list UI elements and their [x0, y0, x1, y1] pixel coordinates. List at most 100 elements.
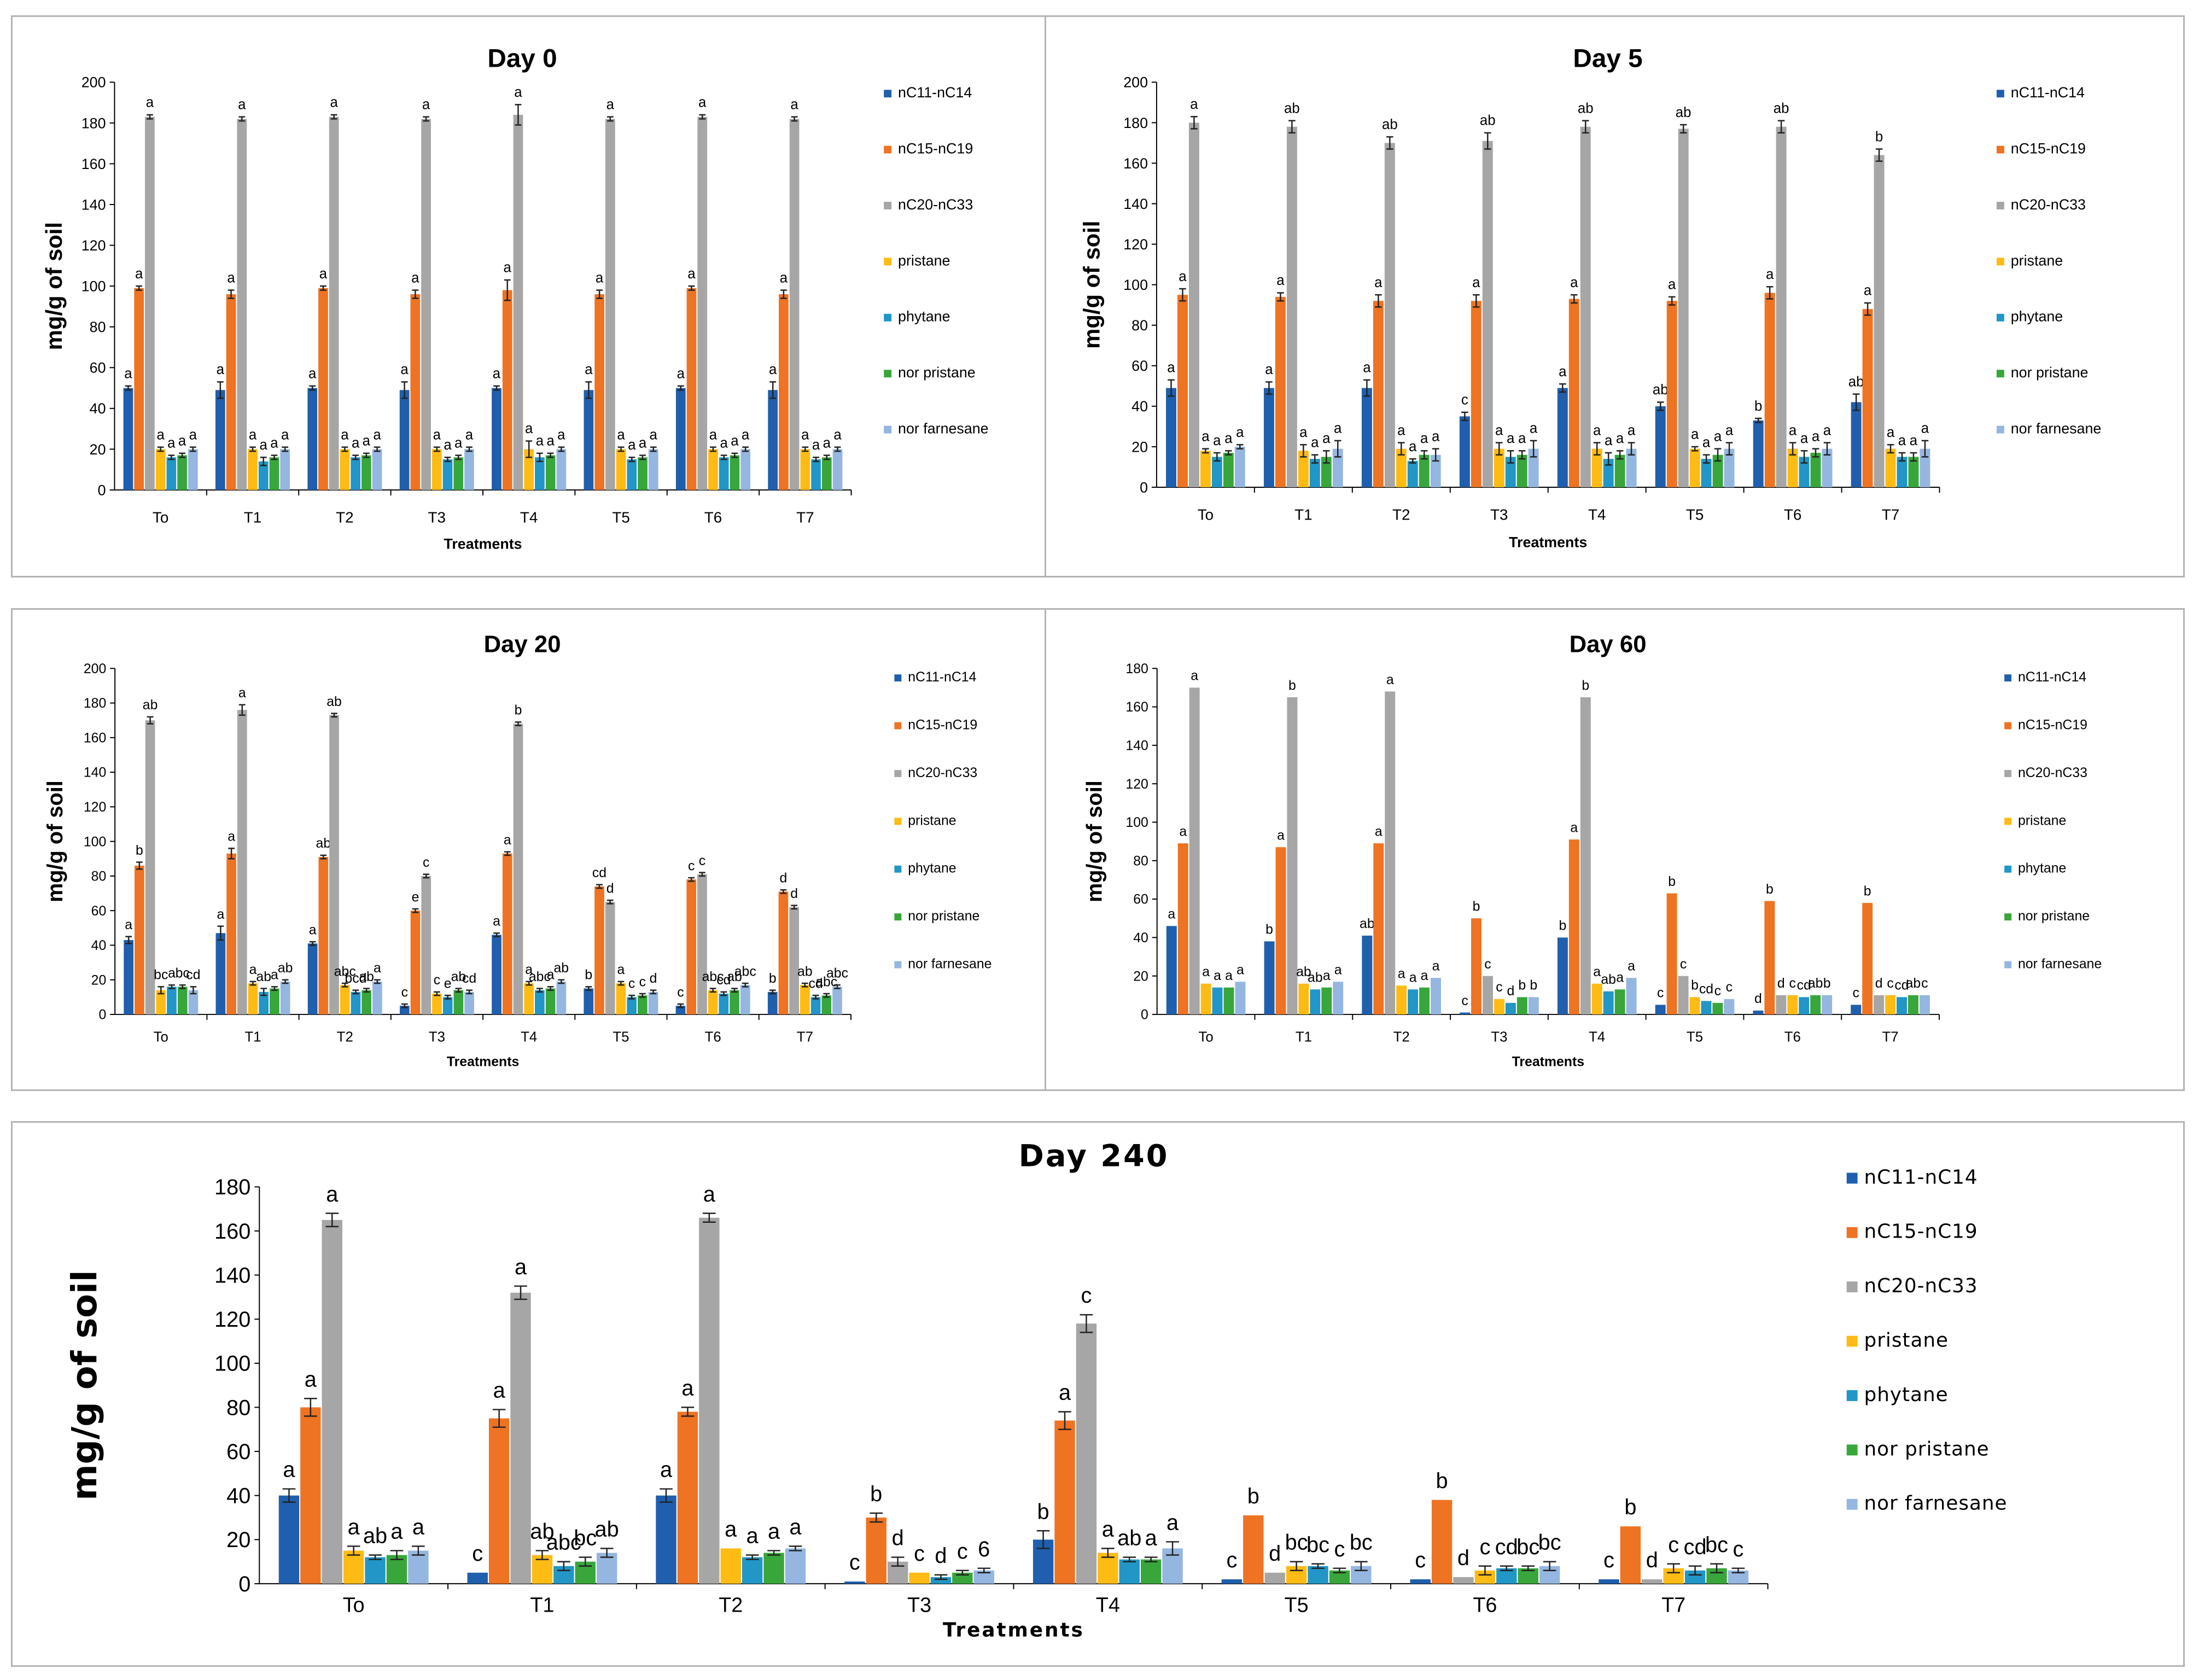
- significance-letter: c: [957, 1539, 968, 1564]
- significance-letter: a: [1812, 429, 1820, 444]
- bar-phytane: [1308, 1566, 1328, 1584]
- bar-nor-pristane: [730, 455, 740, 490]
- bar-nC20-nC33: [1776, 995, 1787, 1014]
- legend-swatch: [884, 425, 892, 434]
- bar-nor-pristane: [637, 995, 648, 1014]
- significance-letter: a: [228, 830, 235, 844]
- bar-nC20-nC33: [697, 116, 708, 490]
- significance-letter: d: [790, 886, 798, 901]
- bar-nor-pristane: [545, 455, 556, 490]
- x-tick-label: T7: [1661, 1594, 1685, 1617]
- y-tick-label: 100: [1123, 277, 1148, 293]
- legend-swatch: [2004, 769, 2012, 777]
- bar-nor-pristane: [1712, 454, 1723, 487]
- significance-letter: a: [725, 1518, 737, 1542]
- significance-letter: a: [1236, 425, 1244, 440]
- significance-letter: c: [1334, 1537, 1345, 1561]
- y-tick-label: 0: [98, 1008, 106, 1023]
- bar-phytane: [1897, 457, 1908, 487]
- significance-letter: a: [308, 366, 317, 382]
- significance-letter: abc: [702, 970, 724, 984]
- bar-pristane: [616, 983, 626, 1014]
- significance-letter: b: [1875, 129, 1883, 144]
- bar-nC11-nC14: [1557, 937, 1568, 1014]
- significance-letter: a: [1691, 427, 1699, 442]
- significance-letter: c: [639, 975, 646, 989]
- bar-phytane: [1505, 1002, 1516, 1014]
- significance-letter: bc: [1306, 1533, 1329, 1557]
- significance-letter: b: [1754, 399, 1762, 414]
- significance-letter: c: [1479, 1535, 1490, 1559]
- significance-letter: a: [1145, 1526, 1158, 1550]
- significance-letter: b: [1265, 923, 1273, 937]
- significance-letter: a: [801, 427, 809, 442]
- x-tick-label: T7: [1882, 506, 1899, 523]
- significance-letter: a: [536, 434, 544, 449]
- significance-letter: a: [305, 1367, 317, 1391]
- bar-pristane: [340, 985, 350, 1014]
- bar-nor-farnesane: [1919, 995, 1930, 1014]
- bar-nor-pristane: [1810, 452, 1821, 487]
- bar-nor-farnesane: [1528, 997, 1539, 1014]
- bar-pristane: [1787, 995, 1798, 1014]
- bar-pristane: [248, 449, 258, 490]
- significance-letter: b: [1559, 919, 1566, 934]
- y-tick-label: 100: [81, 278, 106, 295]
- legend-swatch: [894, 674, 902, 682]
- chart-panel-day-5: Day 5 mg/g of soil 0 20 40 60 80 100 120 140 160 18…: [1045, 15, 2185, 578]
- bar-nor-pristane: [821, 457, 832, 490]
- significance-letter: cd: [808, 976, 823, 991]
- bar-phytane: [1408, 989, 1419, 1014]
- y-tick-label: 80: [91, 870, 107, 884]
- bar-phytane: [1701, 1001, 1712, 1014]
- bar-nor-pristane: [1321, 987, 1332, 1014]
- significance-letter: a: [373, 427, 381, 442]
- bar-pristane: [1396, 448, 1407, 487]
- legend-label: nC20-nC33: [2011, 196, 2086, 213]
- y-tick-label: 180: [84, 696, 106, 711]
- bar-nC20-nC33: [1384, 143, 1395, 487]
- y-tick-label: 120: [81, 237, 106, 254]
- bar-pristane: [524, 983, 534, 1014]
- significance-letter: a: [249, 962, 257, 977]
- bar-pristane: [524, 449, 534, 490]
- significance-letter: b: [870, 1482, 882, 1506]
- bar-nor-farnesane: [648, 991, 658, 1014]
- bar-nC15-nC19: [594, 886, 604, 1014]
- significance-letter: a: [352, 435, 360, 451]
- x-axis-label: Treatments: [943, 1619, 1084, 1641]
- y-axis-label: mg/g of soil: [1079, 220, 1105, 348]
- chart-title: Day 0: [487, 44, 557, 73]
- legend-label: nor pristane: [908, 909, 979, 924]
- significance-letter: c: [699, 854, 705, 868]
- bar-phytane: [1701, 459, 1712, 487]
- significance-letter: c: [628, 976, 635, 991]
- significance-letter: a: [1766, 267, 1774, 282]
- bar-pristane: [1200, 983, 1211, 1014]
- significance-letter: a: [444, 438, 452, 453]
- y-tick-label: 80: [1131, 317, 1148, 334]
- y-tick-label: 120: [84, 800, 106, 815]
- y-tick-label: 80: [90, 319, 106, 335]
- bar-nor-pristane: [1908, 457, 1919, 487]
- legend-swatch: [1996, 258, 2004, 266]
- bar-nor-farnesane: [372, 449, 382, 490]
- bar-pristane: [1885, 448, 1896, 487]
- y-tick-label: 120: [214, 1308, 250, 1332]
- bar-phytane: [1310, 989, 1321, 1014]
- significance-letter: ab: [797, 964, 813, 979]
- significance-letter: a: [1559, 364, 1567, 380]
- bar-nor-pristane: [361, 990, 372, 1014]
- significance-letter: a: [1334, 421, 1342, 436]
- legend-swatch: [1846, 1444, 1858, 1456]
- bar-nC20-nC33: [1287, 697, 1298, 1014]
- y-tick-label: 0: [98, 482, 106, 498]
- significance-letter: bc: [1538, 1531, 1561, 1555]
- significance-letter: a: [422, 97, 430, 112]
- bar-pristane: [1298, 451, 1309, 487]
- significance-letter: a: [833, 427, 842, 442]
- x-tick-label: To: [153, 509, 168, 526]
- bar-nor-farnesane: [464, 991, 474, 1014]
- significance-letter: a: [363, 434, 371, 449]
- significance-letter: c: [423, 855, 429, 870]
